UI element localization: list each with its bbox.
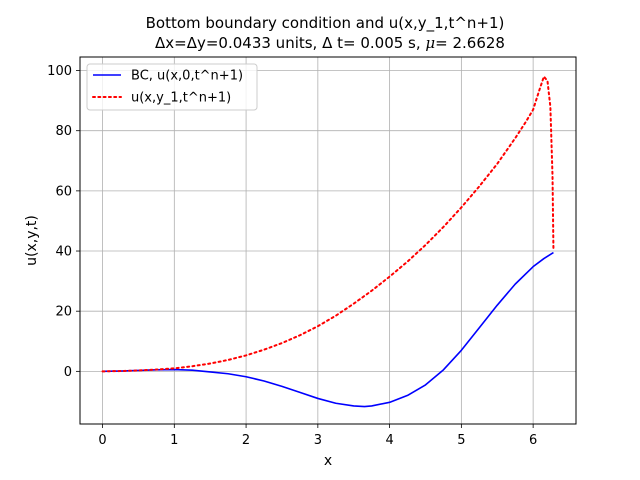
subtitle-suffix: = 2.6628 (435, 34, 505, 52)
y-tick-label: 20 (55, 305, 72, 320)
x-axis-label: x (324, 453, 332, 469)
chart-title: Bottom boundary condition and u(x,y_1,t^… (146, 14, 505, 33)
subtitle-mu-symbol: μ (425, 34, 435, 52)
x-tick-label: 0 (98, 433, 106, 448)
x-tick-label: 5 (457, 433, 465, 448)
x-tick-label: 2 (242, 433, 250, 448)
subtitle-prefix: Δx=Δy=0.0433 units, Δ t= 0.005 s, (155, 34, 425, 52)
y-tick-label: 0 (64, 365, 72, 380)
x-tick-label: 1 (170, 433, 178, 448)
series-line-1 (101, 75, 555, 373)
y-tick-label: 80 (55, 124, 72, 139)
chart-subtitle: Δx=Δy=0.0433 units, Δ t= 0.005 s, μ= 2.6… (155, 34, 505, 52)
x-tick-label: 6 (529, 433, 537, 448)
x-tick-label: 4 (385, 433, 393, 448)
series-line-0 (102, 251, 554, 408)
grid (80, 57, 576, 424)
legend-label-bc: BC, u(x,0,t^n+1) (131, 69, 243, 84)
y-tick-label: 40 (55, 245, 72, 260)
plot-frame (79, 56, 577, 425)
y-axis-label: u(x,y,t) (24, 215, 40, 266)
y-tick-label: 100 (47, 64, 72, 79)
x-tick-label: 3 (314, 433, 322, 448)
y-tick-label: 60 (55, 184, 72, 199)
plot-series (101, 75, 555, 408)
legend-box (86, 63, 258, 111)
legend-label-interior: u(x,y_1,t^n+1) (131, 91, 231, 106)
legend: BC, u(x,0,t^n+1) u(x,y_1,t^n+1) (86, 63, 258, 111)
